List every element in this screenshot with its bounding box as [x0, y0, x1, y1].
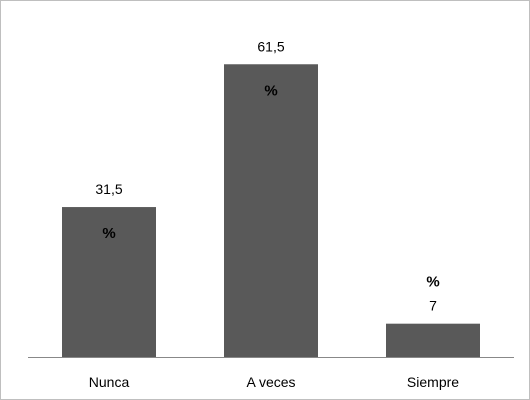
x-tick-label: Nunca — [89, 374, 130, 390]
x-tick-label: A veces — [246, 374, 295, 390]
bar-value-label: 61,5 — [257, 38, 284, 54]
bar-value-label: 7 — [429, 298, 437, 314]
bar-a-veces — [224, 64, 318, 357]
bars-layer — [62, 64, 480, 357]
x-tick-label: Siempre — [407, 374, 459, 390]
bar-unit-label: % — [264, 82, 277, 99]
bar-siempre — [386, 323, 480, 357]
bar-nunca — [62, 207, 156, 357]
bar-value-label: 31,5 — [95, 181, 122, 197]
labels-layer: Nunca 31,5% A veces 61,5% Siempre 7% — [89, 38, 460, 390]
bar-unit-label: % — [426, 274, 439, 291]
bar-unit-label: % — [102, 225, 115, 242]
